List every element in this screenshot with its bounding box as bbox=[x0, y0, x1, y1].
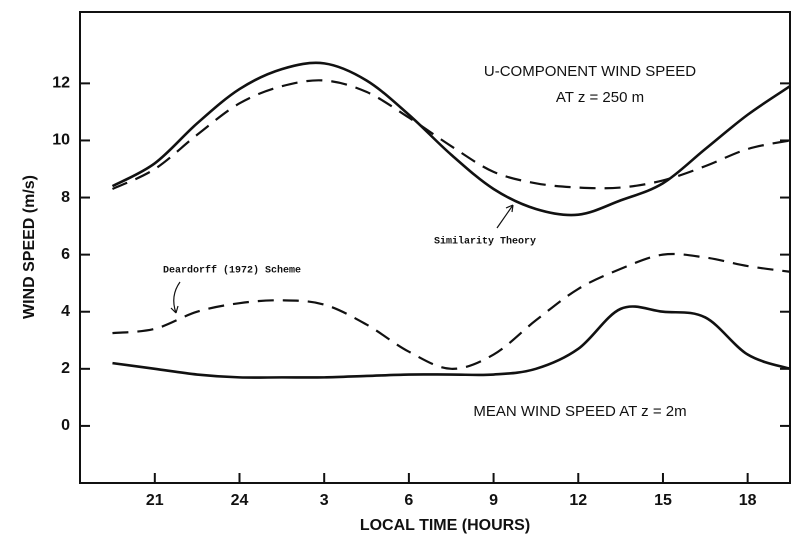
y-tick-label: 6 bbox=[61, 246, 70, 263]
annotation: MEAN WIND SPEED AT z = 2m bbox=[473, 403, 686, 420]
arrow bbox=[496, 204, 514, 229]
x-tick-label: 24 bbox=[231, 492, 249, 509]
annotation: U-COMPONENT WIND SPEED bbox=[484, 63, 696, 80]
x-tick-label: 21 bbox=[146, 492, 164, 509]
x-tick-label: 15 bbox=[654, 492, 672, 509]
x-axis-label: LOCAL TIME (HOURS) bbox=[360, 517, 530, 534]
x-tick-label: 3 bbox=[320, 492, 329, 509]
annotation: Similarity Theory bbox=[434, 236, 536, 248]
y-tick-label: 12 bbox=[52, 75, 70, 92]
line bbox=[111, 61, 791, 217]
plot-frame bbox=[79, 11, 791, 484]
x-tick-label: 6 bbox=[404, 492, 413, 509]
line bbox=[111, 79, 791, 190]
line bbox=[112, 305, 791, 379]
y-tick-label: 8 bbox=[61, 189, 70, 206]
y-tick-label: 10 bbox=[52, 132, 70, 149]
y-tick-label: 4 bbox=[61, 303, 70, 320]
y-tick-label: 0 bbox=[61, 417, 70, 434]
annotation: Deardorff (1972) Scheme bbox=[163, 265, 301, 277]
x-tick-label: 12 bbox=[569, 492, 587, 509]
arrow bbox=[170, 281, 181, 314]
annotation: AT z = 250 m bbox=[556, 89, 644, 106]
y-axis-label: WIND SPEED (m/s) bbox=[21, 175, 38, 319]
x-tick-label: 9 bbox=[489, 492, 498, 509]
line bbox=[112, 252, 791, 370]
y-tick-label: 2 bbox=[61, 360, 70, 377]
x-tick-label: 18 bbox=[739, 492, 757, 509]
